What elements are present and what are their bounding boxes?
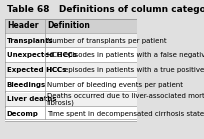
Text: Liver deaths: Liver deaths <box>7 96 56 102</box>
Text: Transplants: Transplants <box>7 38 53 44</box>
Bar <box>6 93 136 106</box>
Text: Header: Header <box>7 21 38 30</box>
Text: Definition: Definition <box>47 21 90 30</box>
Text: Deaths occurred due to liver-associated morta…
fibrosis): Deaths occurred due to liver-associated … <box>47 93 204 106</box>
Bar <box>6 18 136 119</box>
Text: Unexpected HCCs: Unexpected HCCs <box>7 52 77 58</box>
Bar <box>6 63 136 77</box>
Text: Time spent in decompensated cirrhosis state: Time spent in decompensated cirrhosis st… <box>47 111 204 117</box>
Text: HCC episodes in patients with a true positive: HCC episodes in patients with a true pos… <box>47 67 204 73</box>
Text: Number of transplants per patient: Number of transplants per patient <box>47 38 167 44</box>
Text: Decomp: Decomp <box>7 111 39 117</box>
Text: Table 68   Definitions of column categories: Table 68 Definitions of column categorie… <box>7 5 204 14</box>
Text: Number of bleeding events per patient: Number of bleeding events per patient <box>47 82 183 88</box>
Bar <box>6 108 136 121</box>
Bar <box>6 78 136 91</box>
Bar <box>6 49 136 62</box>
Text: HCC episodes in patients with a false negativ…: HCC episodes in patients with a false ne… <box>47 52 204 58</box>
Text: Bleedings: Bleedings <box>7 82 46 88</box>
Bar <box>6 19 136 33</box>
Text: Expected HCCs: Expected HCCs <box>7 67 66 73</box>
Bar <box>6 34 136 47</box>
